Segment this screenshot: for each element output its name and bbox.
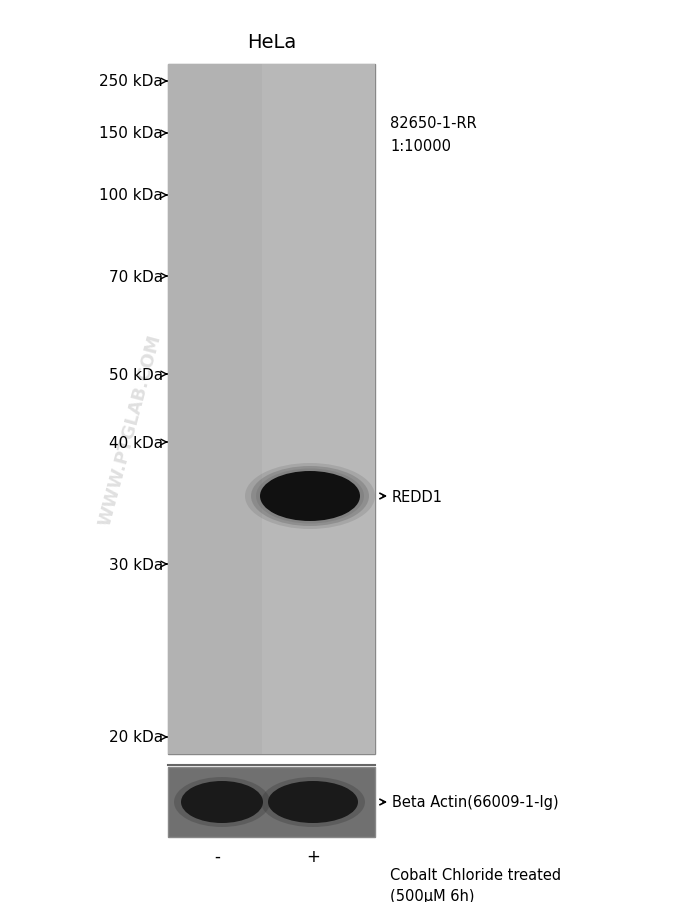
Text: 20 kDa: 20 kDa: [109, 730, 163, 745]
Ellipse shape: [245, 464, 375, 529]
Text: 30 kDa: 30 kDa: [108, 557, 163, 572]
Text: 100 kDa: 100 kDa: [99, 189, 163, 203]
Text: -: -: [214, 847, 220, 865]
Ellipse shape: [251, 466, 369, 527]
Text: 250 kDa: 250 kDa: [99, 75, 163, 89]
Text: 70 kDa: 70 kDa: [109, 269, 163, 284]
Text: +: +: [306, 847, 320, 865]
Text: HeLa: HeLa: [247, 32, 297, 51]
Ellipse shape: [256, 469, 364, 524]
Ellipse shape: [260, 472, 360, 521]
Text: REDD1: REDD1: [392, 489, 443, 504]
Text: Cobalt Chloride treated
(500μM 6h): Cobalt Chloride treated (500μM 6h): [390, 867, 561, 902]
Bar: [262, 65, 375, 754]
Bar: [168, 767, 375, 837]
Bar: [168, 65, 262, 754]
Text: 50 kDa: 50 kDa: [109, 367, 163, 382]
Ellipse shape: [268, 781, 358, 824]
Text: 82650-1-RR
1:10000: 82650-1-RR 1:10000: [390, 116, 477, 153]
Ellipse shape: [261, 778, 365, 827]
Ellipse shape: [174, 778, 270, 827]
Bar: [168, 65, 375, 754]
Ellipse shape: [181, 781, 263, 824]
Text: 150 kDa: 150 kDa: [99, 126, 163, 142]
Text: WWW.PTGLAB.COM: WWW.PTGLAB.COM: [96, 332, 164, 527]
Text: 40 kDa: 40 kDa: [109, 435, 163, 450]
Text: Beta Actin(66009-1-Ig): Beta Actin(66009-1-Ig): [392, 795, 559, 810]
